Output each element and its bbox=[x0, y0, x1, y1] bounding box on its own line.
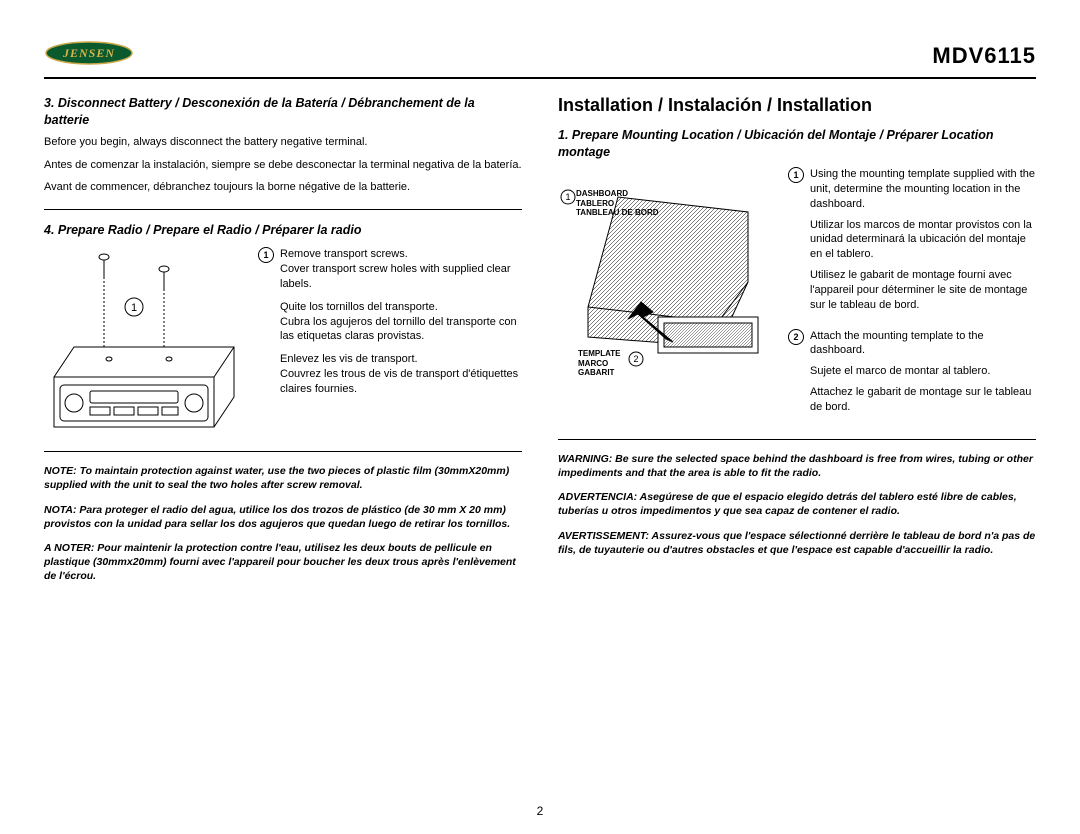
page: JENSEN MDV6115 3. Disconnect Battery / D… bbox=[0, 0, 1080, 834]
step-number-1: 1 bbox=[258, 247, 274, 263]
step-number-1b: 1 bbox=[788, 167, 804, 183]
svg-text:1: 1 bbox=[131, 302, 137, 314]
note-en: NOTE: To maintain protection against wat… bbox=[44, 464, 522, 492]
model-number: MDV6115 bbox=[932, 43, 1036, 69]
left-column: 3. Disconnect Battery / Desconexión de l… bbox=[44, 93, 522, 593]
section3-en: Before you begin, always disconnect the … bbox=[44, 135, 522, 150]
template-label: TEMPLATEMARCOGABARIT bbox=[578, 349, 621, 378]
section1-step2: 2 Attach the mounting template to the da… bbox=[788, 329, 1036, 415]
r-step2-es: Sujete el marco de montar al tablero. bbox=[810, 364, 1036, 379]
installation-heading: Installation / Instalación / Installatio… bbox=[558, 93, 1036, 117]
section4-step1: 1 Remove transport screws. Cover transpo… bbox=[258, 247, 522, 397]
r-step2-en: Attach the mounting template to the dash… bbox=[810, 329, 1036, 359]
r-step1-en: Using the mounting template supplied wit… bbox=[810, 167, 1036, 212]
divider bbox=[44, 209, 522, 210]
section1-heading: 1. Prepare Mounting Location / Ubicación… bbox=[558, 127, 1036, 161]
svg-text:2: 2 bbox=[633, 354, 638, 364]
section4-figure-row: 1 bbox=[44, 247, 522, 437]
section3-es: Antes de comenzar la instalación, siempr… bbox=[44, 158, 522, 173]
section3-fr: Avant de commencer, débranchez toujours … bbox=[44, 180, 522, 195]
section1-steps: 1 Using the mounting template supplied w… bbox=[788, 167, 1036, 423]
radio-figure: 1 bbox=[44, 247, 244, 437]
content-columns: 3. Disconnect Battery / Desconexión de l… bbox=[44, 93, 1036, 593]
section4-heading: 4. Prepare Radio / Prepare el Radio / Pr… bbox=[44, 222, 522, 239]
right-column: Installation / Instalación / Installatio… bbox=[558, 93, 1036, 593]
warn-en: WARNING: Be sure the selected space behi… bbox=[558, 452, 1036, 480]
svg-text:JENSEN: JENSEN bbox=[62, 46, 115, 60]
dashboard-figure: 1 bbox=[558, 167, 778, 387]
dashboard-label: DASHBOARDTABLEROTANBLEAU DE BORD bbox=[576, 189, 659, 218]
section4-step1-text: Remove transport screws. Cover transport… bbox=[280, 247, 522, 397]
page-number: 2 bbox=[537, 804, 544, 818]
section1-warnings: WARNING: Be sure the selected space behi… bbox=[558, 452, 1036, 557]
section4-steps: 1 Remove transport screws. Cover transpo… bbox=[258, 247, 522, 437]
section3-heading: 3. Disconnect Battery / Desconexión de l… bbox=[44, 95, 522, 129]
divider bbox=[558, 439, 1036, 440]
section4-notes: NOTE: To maintain protection against wat… bbox=[44, 464, 522, 583]
section1-figure-row: 1 bbox=[558, 167, 1036, 423]
section1-step1: 1 Using the mounting template supplied w… bbox=[788, 167, 1036, 313]
r-step1-es: Utilizar los marcos de montar provistos … bbox=[810, 218, 1036, 263]
step1-fr: Enlevez les vis de transport. Couvrez le… bbox=[280, 352, 522, 397]
page-header: JENSEN MDV6115 bbox=[44, 40, 1036, 79]
divider bbox=[44, 451, 522, 452]
step-number-2: 2 bbox=[788, 329, 804, 345]
step1-es: Quite los tornillos del transporte. Cubr… bbox=[280, 300, 522, 345]
note-es: NOTA: Para proteger el radio del agua, u… bbox=[44, 503, 522, 531]
r-step2-fr: Attachez le gabarit de montage sur le ta… bbox=[810, 385, 1036, 415]
note-fr: A NOTER: Pour maintenir la protection co… bbox=[44, 541, 522, 584]
step1-en: Remove transport screws. Cover transport… bbox=[280, 247, 522, 292]
warn-fr: AVERTISSEMENT: Assurez-vous que l'espace… bbox=[558, 529, 1036, 557]
r-step1-fr: Utilisez le gabarit de montage fourni av… bbox=[810, 268, 1036, 313]
svg-text:1: 1 bbox=[565, 192, 570, 202]
brand-logo: JENSEN bbox=[44, 40, 134, 71]
warn-es: ADVERTENCIA: Asegúrese de que el espacio… bbox=[558, 490, 1036, 518]
